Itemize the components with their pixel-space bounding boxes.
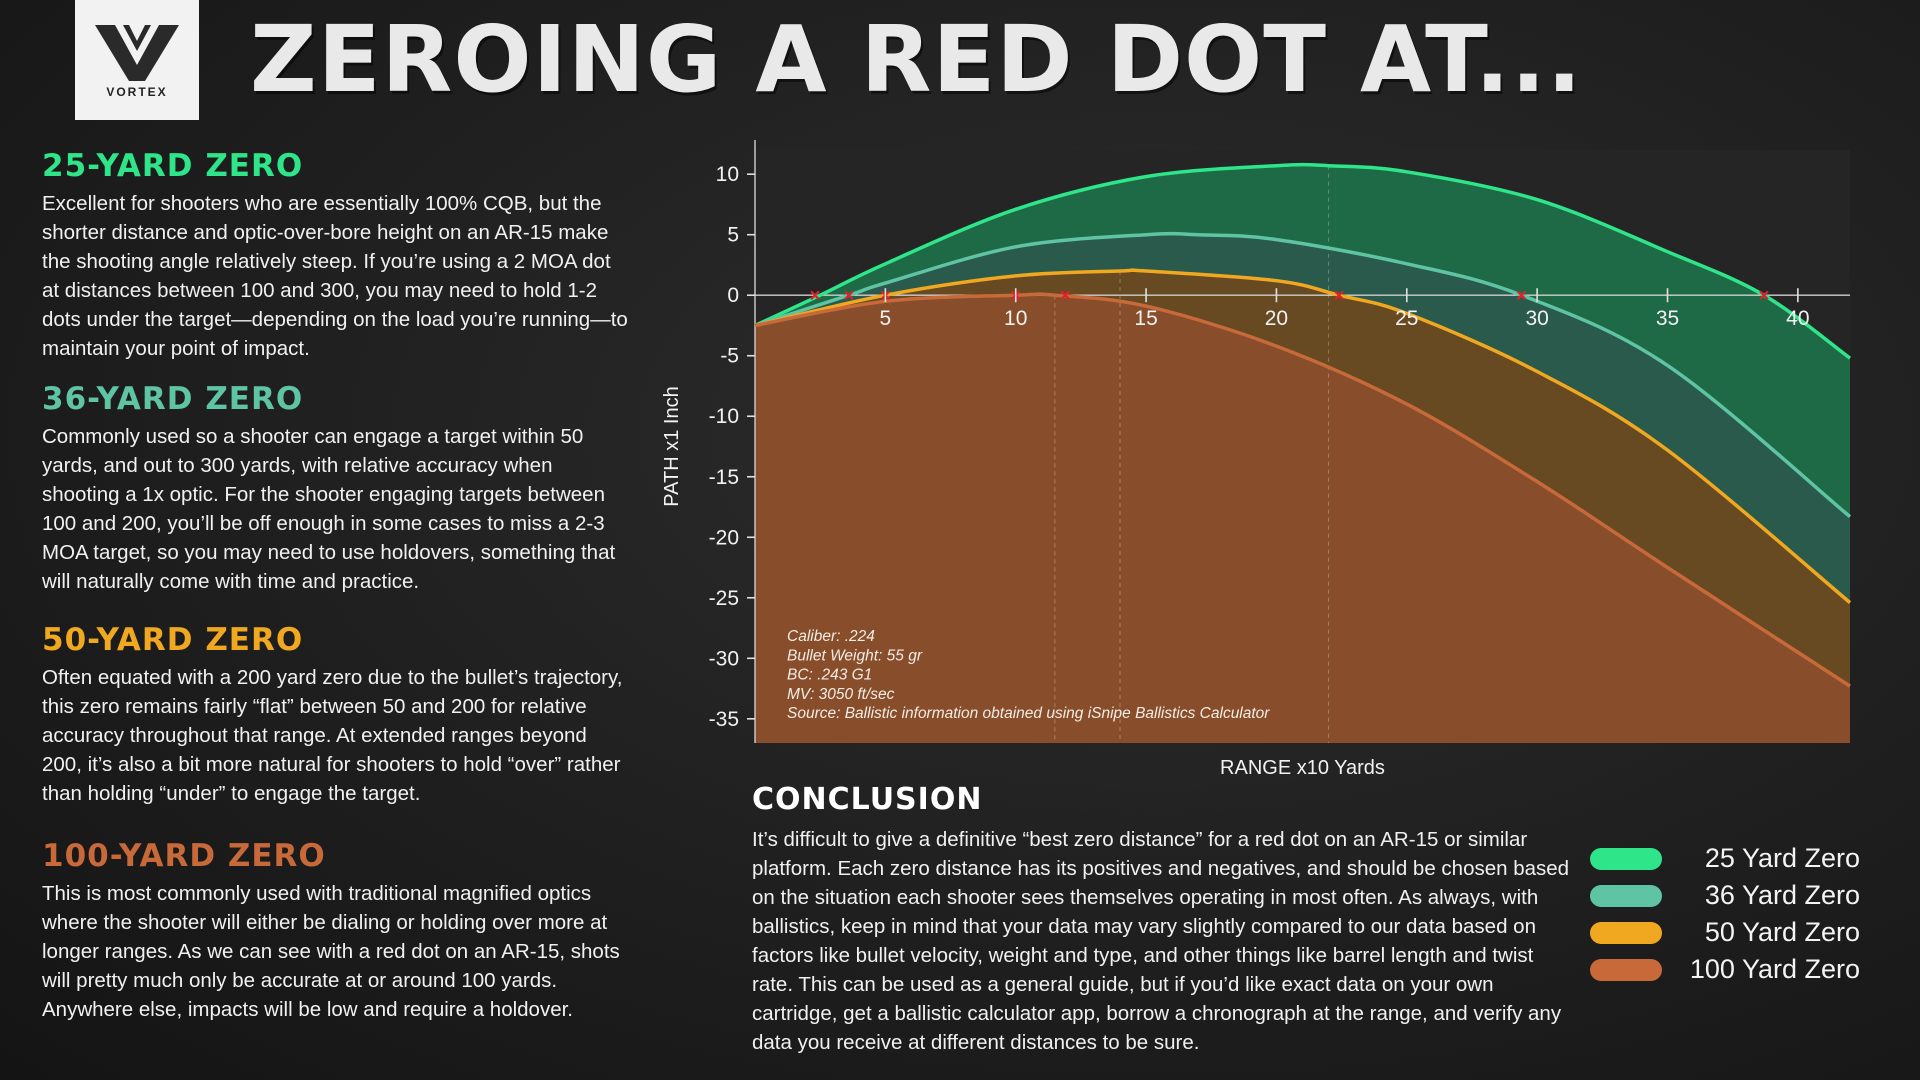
y-tick-label: -30 [709,647,739,670]
chart-legend: 25 Yard Zero 36 Yard Zero 50 Yard Zero 1… [1590,840,1860,988]
x-tick-label: 40 [1786,307,1809,330]
zero-crossing-marker [1759,290,1769,301]
legend-swatch [1590,847,1662,870]
zero-crossing-marker [1516,290,1527,301]
legend-label: 50 Yard Zero [1704,917,1860,947]
y-tick-label: 10 [716,163,739,186]
zero-crossing-marker [844,290,854,301]
series-line-3 [754,268,1852,604]
legend-swatch [1590,921,1662,944]
section-heading: 100-YARD ZERO [42,838,326,874]
section-36-yard: 36-YARD ZERO Commonly used so a shooter … [42,383,632,596]
y-tick-label: -20 [709,526,739,549]
logo-text: VORTEX [106,85,168,99]
x-tick-label: 20 [1265,307,1288,330]
legend-swatch [1590,884,1662,907]
y-tick-label: -15 [709,466,739,489]
legend-label: 100 Yard Zero [1689,954,1860,984]
legend-label: 25 Yard Zero [1704,843,1860,873]
zero-crossing-marker [810,290,820,301]
chart-annotation: BC: .243 G1 [787,667,872,684]
x-tick-label: 25 [1395,307,1418,330]
section-heading: 50-YARD ZERO [42,622,304,658]
legend-item: 50 Yard Zero [1590,914,1860,951]
series-line-4 [754,292,1851,688]
legend-swatch [1590,958,1662,981]
chart-annotation: Bullet Weight: 55 gr [787,647,923,664]
y-axis-label: PATH x1 Inch [661,386,683,506]
x-axis-label: RANGE x10 Yards [1220,757,1385,779]
legend-item: 100 Yard Zero [1590,951,1860,988]
series-line-1 [754,162,1852,360]
legend-item: 36 Yard Zero [1590,877,1860,914]
chart-annotation: Source: Ballistic information obtained u… [787,705,1270,722]
section-50-yard: 50-YARD ZERO Often equated with a 200 ya… [42,624,632,808]
x-tick-label: 30 [1525,307,1548,330]
y-tick-label: -35 [709,708,739,731]
chart-annotation: Caliber: .224 [787,628,875,645]
vortex-v-icon [95,25,179,81]
series-area-4 [755,294,1850,743]
conclusion-body: It’s difficult to give a definitive “bes… [752,828,1570,1054]
y-tick-label: -25 [709,587,739,610]
conclusion: CONCLUSION It’s difficult to give a defi… [752,782,1572,1057]
section-body: Excellent for shooters who are essential… [42,191,628,360]
vortex-logo: VORTEX [75,0,199,120]
zero-crossing-marker [1060,290,1071,301]
legend-label: 36 Yard Zero [1704,880,1860,910]
zero-crossing-marker [1334,290,1344,301]
y-tick-label: -5 [720,345,739,368]
section-25-yard: 25-YARD ZERO Excellent for shooters who … [42,150,632,363]
y-tick-label: 0 [727,284,739,307]
legend-item: 25 Yard Zero [1590,840,1860,877]
section-heading: 25-YARD ZERO [42,148,304,184]
x-tick-label: 15 [1134,307,1157,330]
x-tick-label: 10 [1004,307,1027,330]
section-heading: 36-YARD ZERO [42,381,304,417]
section-body: Often equated with a 200 yard zero due t… [42,665,623,805]
section-100-yard: 100-YARD ZERO This is most commonly used… [42,840,632,1024]
page-title: ZEROING A RED DOT AT... [250,6,1583,113]
series-line-2 [754,231,1852,519]
y-tick-label: -10 [709,405,739,428]
y-tick-label: 5 [727,224,739,247]
section-body: Commonly used so a shooter can engage a … [42,424,616,593]
x-tick-label: 5 [880,307,892,330]
x-tick-label: 35 [1656,307,1679,330]
chart-annotation: MV: 3050 ft/sec [787,686,895,703]
trajectory-chart: 5 10 15 20 25 30 35 40 10 5 0 -5 -10 -15 -20 -25 -30 -35 R… [661,140,1852,779]
section-body: This is most commonly used with traditio… [42,881,620,1021]
conclusion-heading: CONCLUSION [752,782,983,817]
